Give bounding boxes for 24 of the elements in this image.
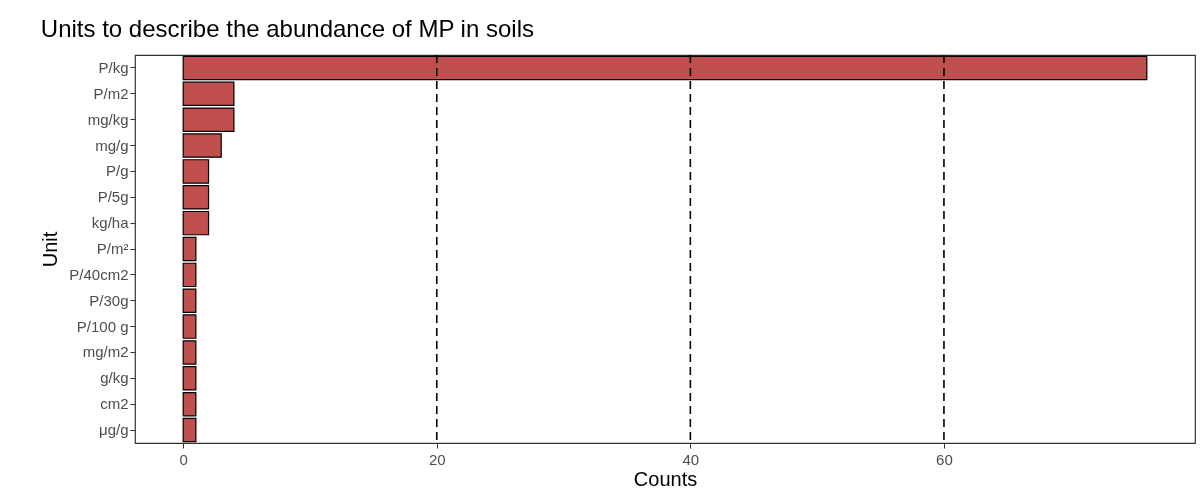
x-tick-label: 0 bbox=[179, 450, 188, 468]
y-tick-label: P/g bbox=[105, 162, 129, 180]
chart-title: Units to describe the abundance of MP in soils bbox=[40, 15, 534, 43]
y-tick-label: mg/kg bbox=[87, 110, 129, 128]
x-tick-label: 20 bbox=[428, 450, 446, 468]
bar bbox=[182, 417, 197, 443]
y-tick-label: P/100 g bbox=[76, 317, 129, 335]
y-tick-label: kg/ha bbox=[91, 214, 130, 232]
y-tick-label: mg/g bbox=[95, 136, 129, 154]
y-tick-label: g/kg bbox=[100, 369, 129, 387]
y-tick-label: P/m² bbox=[96, 240, 129, 257]
y-axis-title: Unit bbox=[39, 231, 62, 268]
x-tick-label: 40 bbox=[682, 450, 700, 468]
y-tick-label: cm2 bbox=[100, 395, 129, 413]
x-tick-label: 60 bbox=[936, 450, 953, 468]
y-tick-label: P/kg bbox=[98, 58, 129, 76]
y-tick-label: P/30g bbox=[89, 291, 129, 309]
y-tick-label: P/5g bbox=[97, 188, 129, 206]
bar bbox=[182, 236, 197, 262]
y-tick-label: mg/m2 bbox=[82, 343, 129, 361]
y-tick-label: P/m2 bbox=[93, 84, 129, 102]
y-tick-label: μg/g bbox=[99, 421, 129, 439]
y-tick-label: P/40cm2 bbox=[69, 265, 129, 283]
x-axis-title: Counts bbox=[633, 467, 698, 490]
